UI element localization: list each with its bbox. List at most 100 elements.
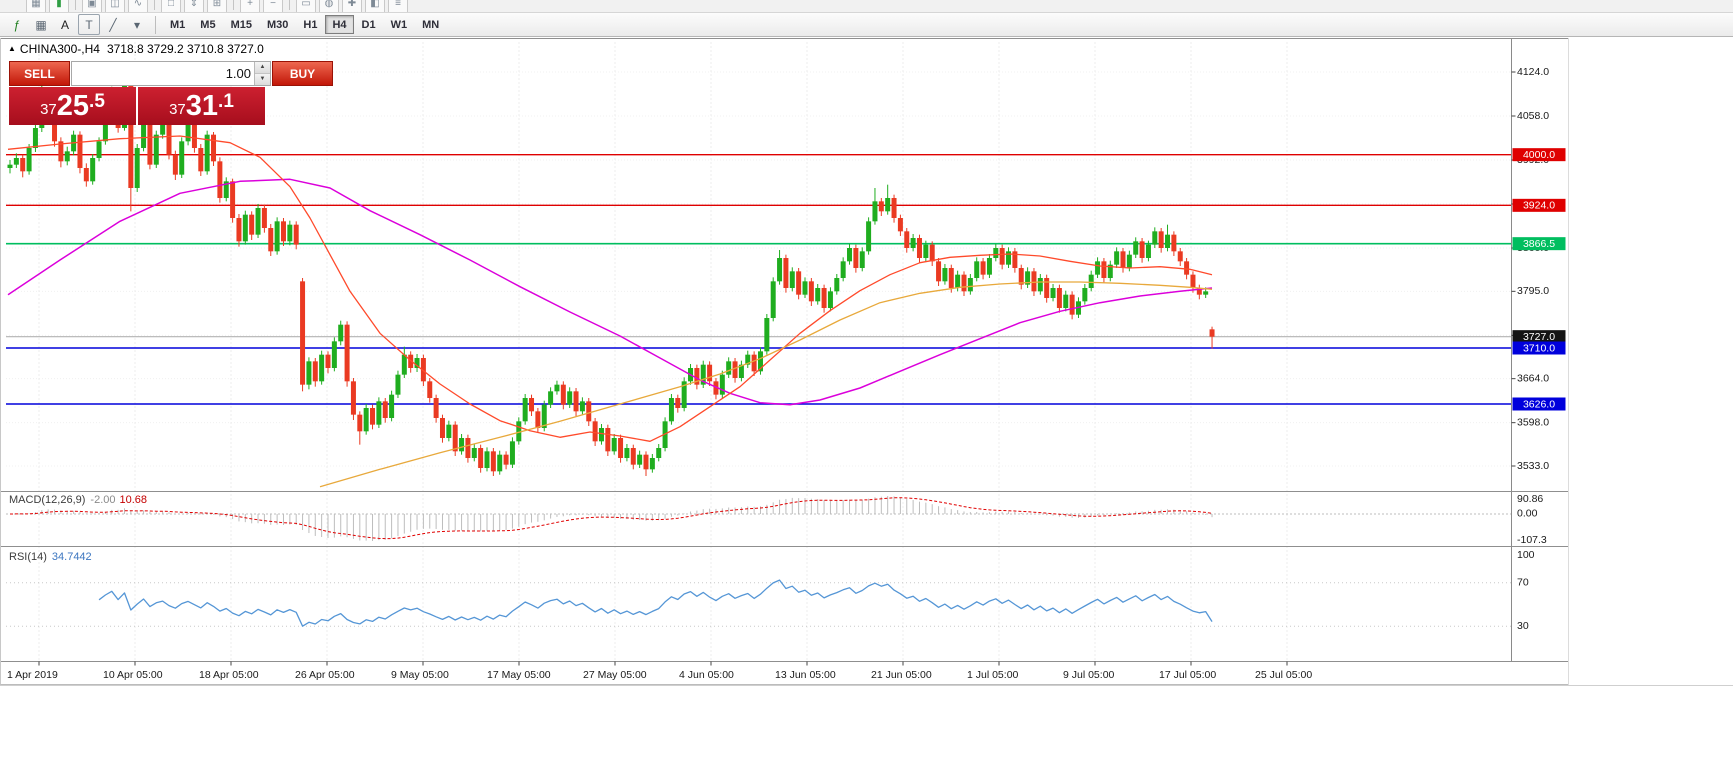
- candle-body: [1165, 234, 1171, 248]
- toolbar-icon-13[interactable]: −: [263, 0, 283, 12]
- candle-body: [147, 108, 153, 165]
- candle-body: [478, 448, 484, 468]
- candle-body: [541, 404, 547, 428]
- candle-body: [986, 258, 992, 275]
- timeframe-button-h1[interactable]: H1: [296, 15, 324, 34]
- label-icon[interactable]: T: [78, 14, 100, 35]
- toolbar-icon-12[interactable]: +: [240, 0, 260, 12]
- candle-body: [236, 218, 242, 242]
- candle-body: [1018, 268, 1024, 285]
- collapse-arrow-icon[interactable]: ▲: [8, 44, 16, 53]
- candle-body: [942, 268, 948, 282]
- volume-decrease-button[interactable]: ▼: [255, 73, 270, 85]
- draw-line-icon[interactable]: ╱: [109, 17, 117, 32]
- candle-body: [1145, 244, 1151, 258]
- toolbar-icon-17[interactable]: ✚: [342, 0, 362, 12]
- toolbar-icon-9[interactable]: ⇕: [184, 0, 204, 12]
- candle-body: [605, 428, 611, 452]
- svg-text:18 Apr 05:00: 18 Apr 05:00: [199, 669, 259, 681]
- volume-increase-button[interactable]: ▲: [255, 62, 270, 73]
- timeframe-button-mn[interactable]: MN: [415, 15, 446, 34]
- ask-price-prefix: 37: [169, 101, 186, 118]
- candle-body: [312, 361, 318, 382]
- chart-title: ▲ CHINA300-,H4 3718.8 3729.2 3710.8 3727.0: [8, 42, 264, 56]
- price-badge-3626.0: [1512, 397, 1566, 411]
- candle-body: [1037, 278, 1043, 292]
- toolbar-icon-18[interactable]: ◧: [365, 0, 385, 12]
- candle-body: [948, 268, 954, 288]
- candle-body: [891, 198, 897, 218]
- toolbar-separator: [75, 0, 76, 10]
- time-axis[interactable]: 1 Apr 2019 10 Apr 05:00 18 Apr 05:00 26 Apr…: [7, 661, 1312, 682]
- toolbar-icon-6[interactable]: ∿: [128, 0, 148, 12]
- svg-text:9 Jul 05:00: 9 Jul 05:00: [1063, 669, 1115, 681]
- candle-body: [280, 221, 286, 242]
- candle-body: [554, 384, 560, 392]
- candle-body: [694, 368, 700, 385]
- svg-text:100: 100: [1517, 549, 1535, 561]
- toolbar-row-main: ƒ ▦ A T ╱ ▾ M1 M5 M15 M30 H1 H4 D1 W1 MN: [0, 13, 1733, 37]
- svg-text:90.86: 90.86: [1517, 493, 1543, 505]
- timeframe-button-h4[interactable]: H4: [325, 15, 354, 34]
- candle-body: [395, 374, 401, 395]
- timeframe-button-m5[interactable]: M5: [193, 15, 222, 34]
- timeframe-button-m15[interactable]: M15: [224, 15, 259, 34]
- candle-body: [624, 448, 630, 458]
- toolbar-icon-16[interactable]: ◍: [319, 0, 339, 12]
- chart-window[interactable]: 4124.04058.03992.03926.03860.03795.03729…: [0, 38, 1569, 685]
- timeframe-button-d1[interactable]: D1: [355, 15, 383, 34]
- candle-body: [1203, 291, 1209, 295]
- dropdown-arrow-icon[interactable]: ▾: [133, 17, 141, 32]
- candle-body: [420, 358, 426, 382]
- candle-body: [757, 351, 763, 372]
- toolbar-separator: [155, 15, 156, 34]
- candle-body: [1152, 231, 1158, 245]
- buy-price-button[interactable]: 37 31.1: [138, 87, 265, 125]
- toolbar-icon-4[interactable]: ▣: [82, 0, 102, 12]
- toolbar-icon-8[interactable]: □: [161, 0, 181, 12]
- candle-body: [885, 198, 891, 212]
- indicators-icon[interactable]: ƒ: [13, 17, 21, 32]
- volume-field[interactable]: ▲ ▼: [71, 61, 271, 86]
- timeframe-button-m30[interactable]: M30: [260, 15, 295, 34]
- candle-body: [465, 438, 471, 458]
- text-icon[interactable]: A: [60, 17, 69, 32]
- candle-body: [1139, 241, 1145, 258]
- candle-body: [573, 391, 579, 412]
- candle-body: [999, 248, 1005, 265]
- toolbar-row-top: ▦ ▮ ▣ ◫ ∿ □ ⇕ ⊞ + − ▭ ◍ ✚ ◧ ≡: [0, 0, 1733, 13]
- candle-body: [300, 281, 306, 385]
- candle-body: [955, 274, 961, 288]
- toolbar-icon-15[interactable]: ▭: [296, 0, 316, 12]
- sell-button[interactable]: SELL: [9, 61, 70, 86]
- grid-icon[interactable]: ▦: [35, 17, 47, 32]
- svg-text:3727.0: 3727.0: [1523, 331, 1555, 343]
- toolbar-icon-10[interactable]: ⊞: [207, 0, 227, 12]
- sell-price-button[interactable]: 37 25.5: [9, 87, 136, 125]
- candle-body: [586, 401, 592, 422]
- candle-body: [52, 118, 58, 142]
- toolbar-icon-5[interactable]: ◫: [105, 0, 125, 12]
- candle-body: [198, 148, 204, 172]
- macd-indicator-label: MACD(12,26,9) -2.00 10.68: [9, 494, 148, 506]
- volume-input[interactable]: [72, 62, 254, 85]
- price-chart-canvas[interactable]: 4124.04058.03992.03926.03860.03795.03729…: [0, 38, 1568, 685]
- macd-axis-labels: 90.86 0.00 -107.3: [1517, 493, 1547, 546]
- candle-body: [681, 381, 687, 408]
- bid-price-decimal: .5: [89, 91, 105, 112]
- buy-button[interactable]: BUY: [272, 61, 333, 86]
- svg-text:17 May 05:00: 17 May 05:00: [487, 669, 551, 681]
- bottom-empty-area: [0, 685, 1733, 761]
- toolbar-icon-2[interactable]: ▮: [49, 0, 69, 12]
- svg-text:3533.0: 3533.0: [1517, 460, 1549, 472]
- price-badge-3727.0: [1512, 330, 1566, 344]
- timeframe-button-w1[interactable]: W1: [384, 15, 415, 34]
- toolbar-icon-19[interactable]: ≡: [388, 0, 408, 12]
- candle-body: [350, 381, 356, 415]
- timeframe-button-m1[interactable]: M1: [163, 15, 192, 34]
- candle-body: [223, 181, 229, 198]
- candle-body: [548, 391, 554, 405]
- toolbar-icon-1[interactable]: ▦: [26, 0, 46, 12]
- price-scale-area[interactable]: [1512, 38, 1568, 685]
